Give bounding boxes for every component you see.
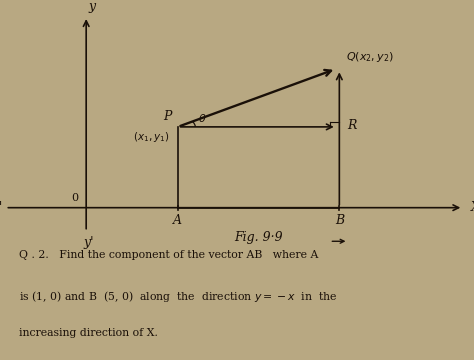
- Text: Fig. 9·9: Fig. 9·9: [234, 231, 283, 244]
- Text: B: B: [335, 214, 344, 227]
- Text: $(x_1,y_1)$: $(x_1,y_1)$: [133, 130, 170, 144]
- Text: X': X': [0, 201, 3, 214]
- Text: $\theta$: $\theta$: [198, 112, 207, 124]
- Text: increasing direction of X.: increasing direction of X.: [19, 328, 158, 338]
- Text: 0: 0: [71, 193, 78, 203]
- Text: P: P: [163, 110, 171, 123]
- Text: R: R: [347, 119, 357, 132]
- Text: Q . 2.   Find the component of the vector AB   where A: Q . 2. Find the component of the vector …: [19, 250, 319, 260]
- Text: A: A: [173, 214, 182, 227]
- Text: is (1, 0) and B  (5, 0)  along  the  direction $y=-x$  in  the: is (1, 0) and B (5, 0) along the directi…: [19, 289, 337, 304]
- Text: X: X: [471, 201, 474, 214]
- Text: y: y: [88, 0, 95, 13]
- Text: y': y': [83, 236, 94, 249]
- Text: $Q(x_2,y_2)$: $Q(x_2,y_2)$: [346, 50, 394, 64]
